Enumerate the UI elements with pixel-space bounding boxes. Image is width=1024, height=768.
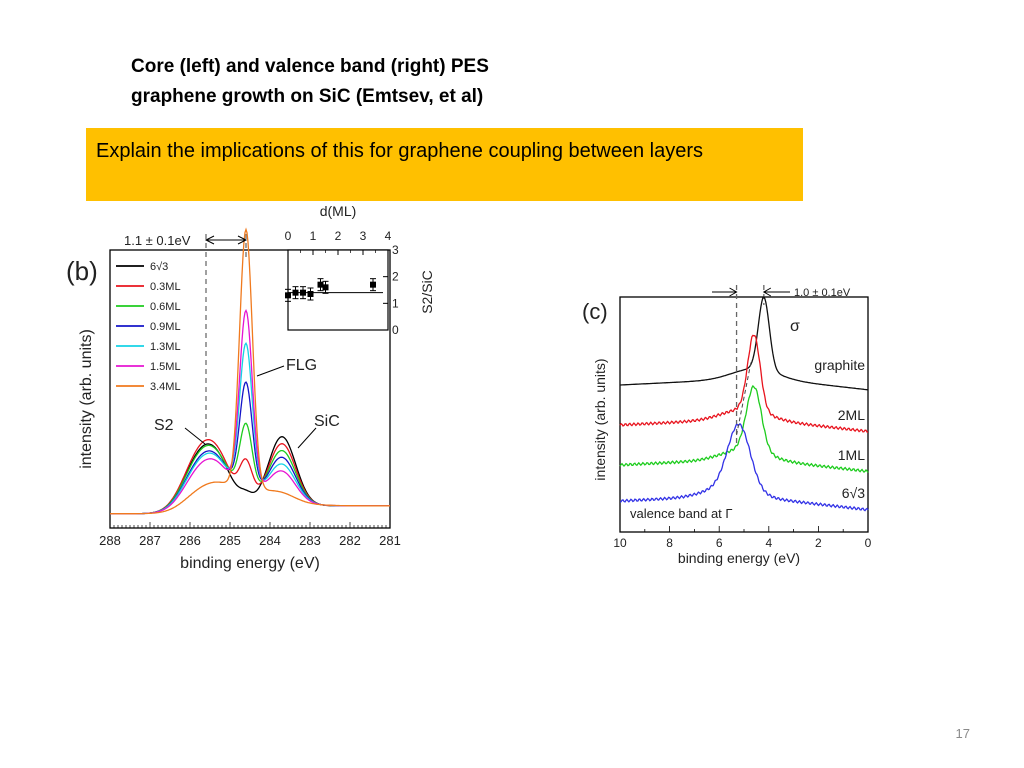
x-axis-label: binding energy (eV) (180, 555, 320, 572)
series-line-0 (620, 295, 869, 391)
valence-band-figure: 10 8 6 4 2 0 binding energy (eV) intensity (arb… (582, 285, 872, 566)
legend-label-6: 3.4ML (150, 381, 181, 393)
x-tick-label: 6 (716, 536, 723, 550)
arrowhead (204, 235, 215, 245)
dispersion-guide (736, 359, 752, 436)
series-line-1 (110, 439, 390, 515)
series-line-2 (110, 422, 390, 515)
core-level-figure: 288 287 286 285 284 283 282 281 binding energy (… (66, 203, 435, 572)
arrowhead (237, 235, 248, 245)
x-tick-label: 287 (139, 533, 161, 548)
slide-title-line-1: Core (left) and valence band (right) PES (131, 56, 489, 77)
pointer-s2 (184, 427, 206, 445)
shift-annotation: 1.0 ± 0.1eV (794, 287, 851, 299)
inset-y-tick-label: 2 (392, 270, 399, 284)
arrowhead (729, 287, 738, 297)
question-callout: Explain the implications of this for gra… (86, 128, 803, 201)
series-line-3 (110, 381, 390, 515)
x-tick-label: 286 (179, 533, 201, 548)
series-label-3: 6√3 (842, 485, 865, 501)
slide-number: 17 (955, 726, 970, 741)
inset-point (285, 292, 291, 299)
inset-x-label: d(ML) (320, 203, 357, 219)
series-label-0: graphite (814, 357, 865, 373)
panel-label-c: (c) (582, 299, 608, 324)
slide-title: Core (left) and valence band (right) PES… (131, 52, 691, 112)
legend-label-4: 1.3ML (150, 341, 181, 353)
inset-point (300, 289, 306, 296)
plot-frame (619, 296, 869, 533)
inset-point (322, 284, 329, 291)
inset-x-tick-label: 2 (335, 229, 342, 243)
x-tick-label: 2 (815, 536, 822, 550)
arrowhead (762, 287, 772, 297)
inset-y-tick-label: 1 (392, 296, 399, 310)
label-flg: FLG (286, 357, 317, 374)
inset-point (317, 281, 324, 288)
x-tick-label: 0 (865, 536, 872, 550)
sigma-label: σ (790, 318, 800, 335)
inset-point (292, 289, 299, 296)
inset-x-tick-label: 3 (360, 229, 367, 243)
series-line-3 (619, 422, 869, 512)
y-axis-label: intensity (arb. units) (592, 358, 608, 480)
series-line-2 (619, 384, 869, 474)
y-axis-label: intensity (arb. units) (78, 329, 95, 469)
legend-label-2: 0.6ML (150, 301, 181, 313)
valence-band-label: valence band at Γ (630, 506, 733, 521)
panel-label-b: (b) (66, 256, 98, 286)
legend-label-0: 6√3 (150, 261, 168, 273)
pointer-flg (256, 365, 285, 377)
x-tick-label: 282 (339, 533, 361, 548)
series-line-6 (110, 227, 390, 515)
x-axis-label: binding energy (eV) (678, 550, 800, 566)
inset-y-label: S2/SiC (419, 270, 435, 314)
x-tick-label: 4 (765, 536, 772, 550)
label-s2: S2 (154, 417, 174, 434)
inset-x-tick-label: 0 (285, 229, 292, 243)
shift-annotation: 1.1 ± 0.1eV (124, 233, 191, 248)
series-line-0 (110, 436, 390, 515)
x-tick-label: 285 (219, 533, 241, 548)
label-sic: SiC (314, 413, 340, 430)
legend-label-5: 1.5ML (150, 361, 181, 373)
legend-label-3: 0.9ML (150, 321, 181, 333)
slide-title-line-2: graphene growth on SiC (Emtsev, et al) (131, 86, 484, 107)
series-label-1: 2ML (838, 407, 865, 423)
inset-x-tick-label: 4 (385, 229, 392, 243)
x-tick-label: 283 (299, 533, 321, 548)
x-tick-label: 284 (259, 533, 281, 548)
inset-point (307, 291, 314, 297)
pointer-sic (297, 427, 317, 449)
series-label-2: 1ML (838, 447, 865, 463)
inset-x-tick-label: 1 (310, 229, 317, 243)
series-line-1 (619, 334, 869, 434)
x-tick-label: 288 (99, 533, 121, 548)
inset-point (370, 281, 376, 288)
inset-y-tick-label: 0 (392, 323, 399, 337)
legend-label-1: 0.3ML (150, 281, 181, 293)
x-tick-label: 10 (613, 536, 627, 550)
x-tick-label: 281 (379, 533, 401, 548)
inset-y-tick-label: 3 (392, 243, 399, 257)
x-tick-label: 8 (666, 536, 673, 550)
